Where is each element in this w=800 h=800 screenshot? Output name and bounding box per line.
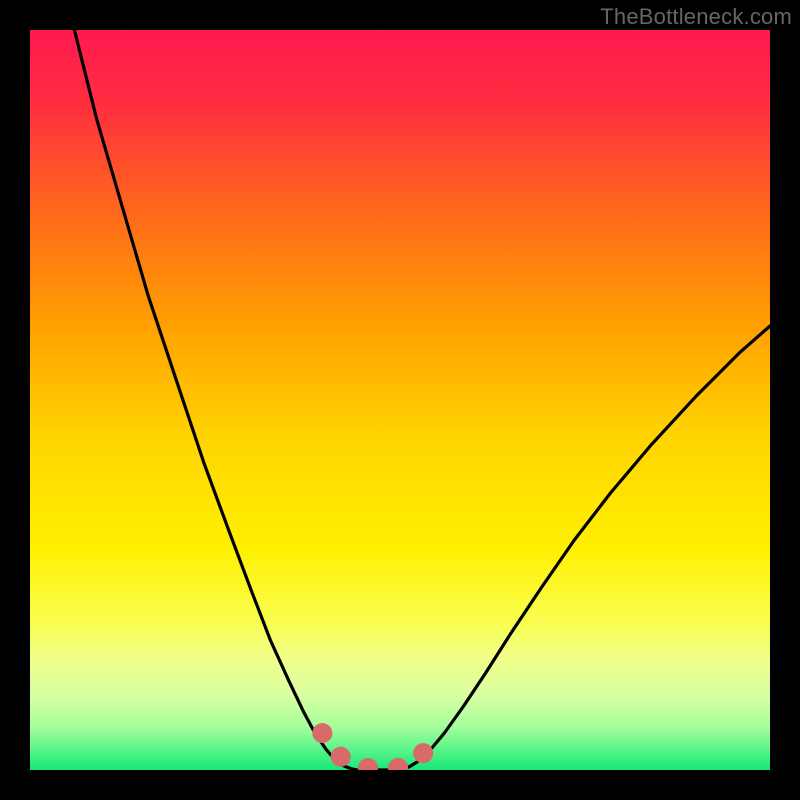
plot-area [30, 30, 770, 770]
gradient-background [30, 30, 770, 770]
watermark-text: TheBottleneck.com [600, 4, 792, 30]
chart-frame: TheBottleneck.com [0, 0, 800, 800]
chart-svg [30, 30, 770, 770]
